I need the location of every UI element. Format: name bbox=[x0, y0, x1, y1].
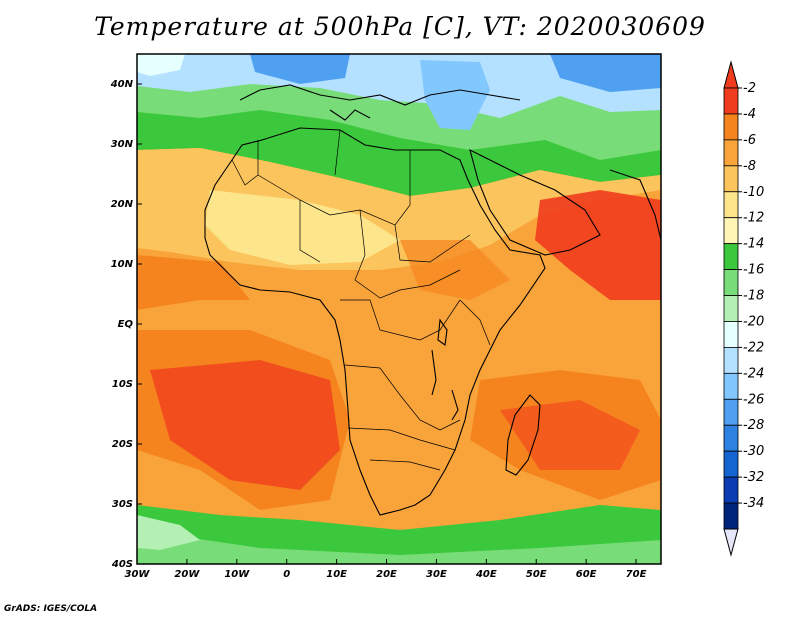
grads-credit: GrADS: IGES/COLA bbox=[4, 604, 98, 614]
colorbar-label: -14 bbox=[743, 237, 764, 252]
colorbar-label: -6 bbox=[743, 133, 756, 148]
colorbar-swatch bbox=[723, 87, 739, 115]
colorbar-label: -20 bbox=[743, 314, 764, 329]
colorbar: -2 -4 -6 -8 -10 -12 -14 -16 -18 -20 -22 -24 -26 -28 -3… bbox=[723, 60, 764, 557]
x-tick-label: 0 bbox=[283, 569, 290, 580]
y-tick-label: 20S bbox=[112, 439, 133, 450]
colorbar-label: -24 bbox=[743, 366, 764, 381]
x-tick-label: 70E bbox=[626, 569, 647, 580]
colorbar-label: -18 bbox=[743, 289, 764, 304]
colorbar-label: -34 bbox=[743, 496, 764, 511]
y-tick-label: 10N bbox=[111, 259, 134, 270]
colorbar-swatch bbox=[723, 398, 739, 426]
y-tick-label: 20N bbox=[111, 199, 134, 210]
x-tick-label: 40E bbox=[475, 569, 497, 580]
coastlines bbox=[204, 84, 661, 516]
colorbar-swatch bbox=[723, 113, 739, 141]
colorbar-swatch bbox=[723, 476, 739, 504]
colorbar-swatch bbox=[723, 502, 739, 530]
colorbar-swatch bbox=[723, 295, 739, 322]
y-tick-label: 30N bbox=[111, 139, 134, 150]
colorbar-label: -2 bbox=[743, 81, 756, 96]
colorbar-swatch bbox=[723, 450, 739, 478]
colorbar-swatch bbox=[723, 347, 739, 374]
x-tick-label: 10E bbox=[326, 569, 347, 580]
colorbar-label: -16 bbox=[743, 263, 764, 278]
x-tick-label: 20E bbox=[376, 569, 397, 580]
colorbar-swatch bbox=[723, 217, 739, 245]
colorbar-label: -28 bbox=[743, 418, 764, 433]
temperature-field bbox=[137, 54, 661, 564]
x-tick-label: 10W bbox=[224, 569, 250, 580]
x-tick-label: 30E bbox=[426, 569, 447, 580]
x-tick-label: 30W bbox=[125, 569, 151, 580]
colorbar-label: -4 bbox=[743, 107, 756, 122]
x-tick-label: 50E bbox=[526, 569, 547, 580]
country-borders bbox=[231, 129, 491, 471]
colorbar-top-arrow bbox=[723, 60, 739, 89]
colorbar-swatch bbox=[723, 321, 739, 348]
map-title: Temperature at 500hPa [C], VT: 202003060… bbox=[94, 12, 706, 41]
colorbar-bottom-arrow bbox=[723, 528, 739, 557]
colorbar-label: -30 bbox=[743, 444, 764, 459]
x-tick-label: 20W bbox=[174, 569, 200, 580]
x-axis-ticks: 30W 20W 10W 0 10E 20E 30E 40E 50E 60E 70E bbox=[125, 559, 647, 580]
y-axis-ticks: 40N 30N 20N 10N EQ 10S 20S 30S 40S bbox=[110, 79, 142, 570]
colorbar-label: -8 bbox=[743, 159, 756, 174]
colorbar-swatch bbox=[723, 243, 739, 270]
colorbar-label: -32 bbox=[743, 470, 764, 485]
colorbar-swatch bbox=[723, 269, 739, 296]
colorbar-swatch bbox=[723, 139, 739, 167]
y-tick-label: 40S bbox=[111, 559, 133, 570]
y-tick-label: 10S bbox=[112, 379, 133, 390]
colorbar-swatch bbox=[723, 424, 739, 452]
plot-frame bbox=[136, 53, 662, 565]
y-tick-label: EQ bbox=[118, 319, 134, 330]
y-tick-label: 40N bbox=[110, 79, 134, 90]
colorbar-swatch bbox=[723, 191, 739, 219]
y-tick-label: 30S bbox=[112, 499, 133, 510]
colorbar-label: -26 bbox=[743, 392, 764, 407]
colorbar-label: -10 bbox=[743, 185, 764, 200]
colorbar-label: -22 bbox=[743, 340, 764, 355]
colorbar-swatch bbox=[723, 372, 739, 400]
colorbar-label: -12 bbox=[743, 211, 764, 226]
colorbar-swatch bbox=[723, 165, 739, 193]
x-tick-label: 60E bbox=[576, 569, 597, 580]
